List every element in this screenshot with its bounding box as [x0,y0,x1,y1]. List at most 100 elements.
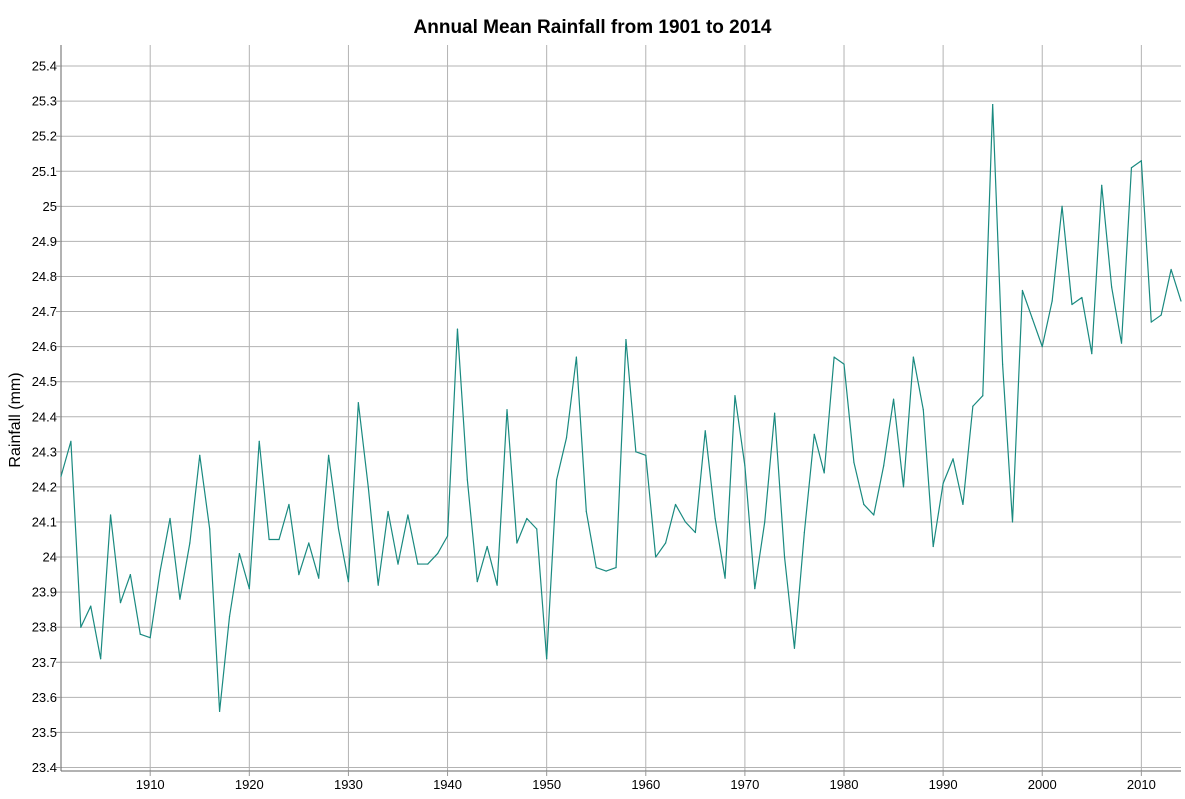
data-point [526,517,528,520]
y-tick-label: 24 [43,550,57,565]
data-point [982,395,984,397]
data-point [754,588,756,590]
data-point [70,440,72,442]
x-tick-label: 1920 [235,777,264,792]
data-point [783,556,786,558]
data-point [506,409,508,411]
data-point [1170,268,1172,271]
y-tick-label: 25.3 [32,94,57,109]
data-point [774,412,776,414]
x-tick-label: 1990 [929,777,958,792]
data-point [268,538,270,541]
y-tick-label: 24.5 [32,374,57,389]
data-point [932,545,934,548]
data-point [1041,346,1043,348]
data-point [328,454,330,456]
data-point [228,616,231,618]
data-point [377,584,379,586]
data-point [1031,317,1033,320]
data-point [496,584,498,586]
data-point [129,573,131,576]
data-point [942,482,944,485]
data-point [615,566,617,569]
data-point [575,356,577,358]
data-point [109,514,112,516]
data-point [367,486,369,488]
data-point [744,465,746,467]
data-point [892,398,895,400]
data-point [347,581,350,583]
data-point [337,528,340,530]
y-tick-label: 23.7 [32,655,57,670]
data-point [60,475,62,477]
data-point [1111,286,1113,288]
data-point [546,658,548,660]
data-point [823,472,825,474]
data-point [1011,521,1014,523]
y-tick-label: 24.6 [32,339,57,354]
y-tick-label: 23.9 [32,585,57,600]
data-point [1101,184,1103,186]
data-point [764,521,766,523]
data-point [1130,167,1133,169]
data-point [992,104,994,106]
x-tick-label: 1960 [631,777,660,792]
data-point [417,563,419,565]
data-point [516,542,518,544]
data-point [565,437,568,439]
x-tick-label: 1980 [830,777,859,792]
data-point [209,528,211,530]
y-tick-label: 24.9 [32,234,57,249]
data-point [1081,296,1083,299]
data-point [288,503,290,506]
data-point [843,363,845,365]
data-point [555,479,558,481]
data-point [476,581,478,583]
y-tick-label: 24.1 [32,514,57,529]
data-point [437,552,439,555]
data-point [427,563,429,565]
data-point [1001,363,1004,365]
data-point [833,356,835,358]
data-point [238,552,241,555]
data-point [139,633,141,635]
chart-title: Annual Mean Rainfall from 1901 to 2014 [413,17,772,38]
data-point [446,535,449,537]
x-tick-label: 2010 [1127,777,1156,792]
data-point [585,510,587,513]
data-point [1051,300,1053,302]
data-point [1021,289,1024,292]
y-tick-label: 24.4 [32,409,57,424]
data-point [853,461,855,463]
data-point [149,637,151,639]
data-point [486,545,488,548]
data-point [674,503,677,506]
data-point [258,440,260,442]
data-point [645,454,647,456]
y-tick-label: 24.2 [32,479,57,494]
data-point [694,531,696,534]
y-tick-label: 24.7 [32,304,57,319]
data-point [169,517,171,520]
y-tick-label: 24.8 [32,269,57,284]
data-point [308,542,310,544]
data-point [357,402,359,404]
data-point [714,517,716,520]
data-point [407,514,409,516]
data-point [724,577,726,579]
axes [60,45,1181,772]
data-point [813,433,815,435]
y-tick-label: 23.6 [32,690,57,705]
y-tick-label: 23.4 [32,760,57,775]
data-point [863,503,865,506]
x-tick-label: 1950 [532,777,561,792]
data-point [119,602,122,604]
x-axis-ticks: 1910 1920 1930 1940 1950 1960 1970 1980 1990 2000… [136,771,1156,792]
data-point [803,531,805,534]
data-point [952,458,954,460]
y-tick-label: 23.8 [32,620,57,635]
data-point [1120,342,1123,344]
data-point [536,528,538,530]
data-point [734,395,736,397]
data-point [704,430,706,432]
